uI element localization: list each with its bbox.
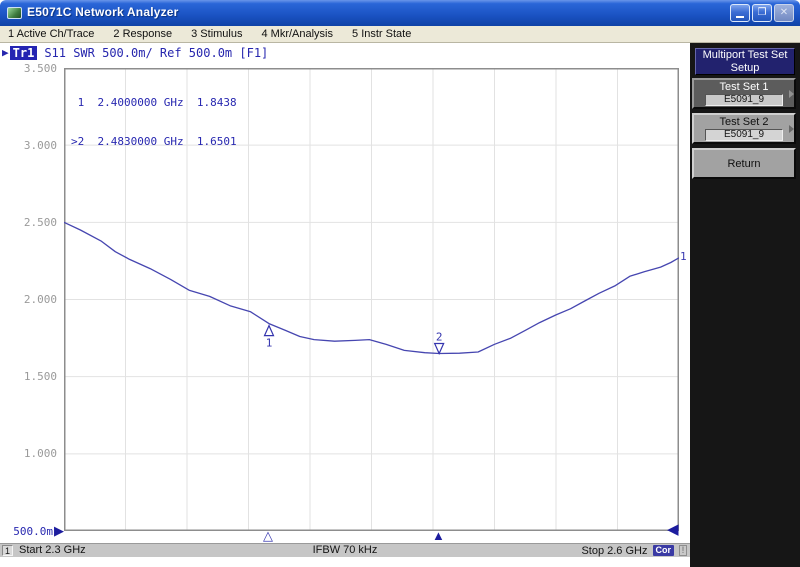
menu-active-ch-trace[interactable]: 1 Active Ch/Trace (8, 28, 95, 40)
y-axis-label: 3.500 (23, 62, 57, 75)
trace-end-number: 1 (680, 250, 687, 263)
softkey-label: Test Set 2 (719, 116, 769, 128)
marker-readout-line-1: 1 2.4000000 GHz 1.8438 (71, 96, 237, 109)
menu-stimulus[interactable]: 3 Stimulus (191, 28, 243, 40)
marker1-stimulus-icon[interactable]: △ (263, 528, 273, 543)
reference-level-label: 500.0m (13, 525, 53, 538)
softkey-test-set-2[interactable]: Test Set 2 E5091_9 (692, 113, 796, 144)
window-controls: ❐ ✕ (730, 4, 794, 22)
status-indicator-box: ! (679, 545, 687, 556)
window-title: E5071C Network Analyzer (27, 5, 179, 19)
start-frequency-label: Start 2.3 GHz (19, 544, 86, 556)
reference-pointer-left-icon: ▶ (54, 523, 64, 538)
marker-number: 1 (266, 337, 273, 350)
trace-format-label: S11 SWR 500.0m/ Ref 500.0m [F1] (44, 45, 269, 60)
softkey-test-set-1[interactable]: Test Set 1 E5091_9 (692, 78, 796, 109)
swr-trace (64, 221, 679, 355)
submenu-arrow-icon (789, 125, 794, 133)
y-axis-label: 3.000 (23, 139, 57, 152)
softkey-label: Test Set 1 (719, 81, 769, 93)
status-bar: 1 Start 2.3 GHz IFBW 70 kHz Stop 2.6 GHz… (0, 543, 690, 557)
marker2-stimulus-icon[interactable]: ▲ (432, 528, 445, 543)
plot-border (64, 68, 679, 531)
marker-readout: 1 2.4000000 GHz 1.8438 >2 2.4830000 GHz … (71, 70, 237, 174)
trace-selector-tr1[interactable]: Tr1 (9, 45, 38, 60)
softkey-value: E5091_9 (705, 94, 783, 106)
submenu-arrow-icon (789, 90, 794, 98)
softkey-value: E5091_9 (705, 129, 783, 141)
softkey-panel-title: Multiport Test Set Setup (695, 48, 795, 75)
minimize-icon (736, 16, 744, 18)
menu-response[interactable]: 2 Response (113, 28, 173, 40)
y-axis-label: 2.500 (23, 216, 57, 229)
correction-status-badge: Cor (652, 545, 674, 556)
reference-pointer-right-icon: ◀ (667, 521, 679, 538)
softkey-panel: Multiport Test Set Setup Test Set 1 E509… (690, 43, 800, 567)
menu-instr-state[interactable]: 5 Instr State (352, 28, 412, 40)
app-icon (7, 7, 22, 19)
y-axis-label: 1.000 (23, 447, 57, 460)
status-right-group: Stop 2.6 GHz Cor ! (581, 544, 687, 557)
restore-button[interactable]: ❐ (752, 4, 772, 22)
marker-triangle-active (433, 342, 445, 355)
stop-frequency-label: Stop 2.6 GHz (581, 544, 648, 557)
ifbw-label: IFBW 70 kHz (312, 544, 378, 556)
marker-readout-line-2: >2 2.4830000 GHz 1.6501 (71, 135, 237, 148)
menu-bar: 1 Active Ch/Trace 2 Response 3 Stimulus … (0, 26, 800, 43)
menu-mkr-analysis[interactable]: 4 Mkr/Analysis (261, 28, 334, 40)
close-button[interactable]: ✕ (774, 4, 794, 22)
trace-info-bar: ▶ Tr1 S11 SWR 500.0m/ Ref 500.0m [F1] (2, 45, 268, 60)
y-axis-label: 2.000 (23, 293, 57, 306)
y-axis-label: 1.500 (23, 370, 57, 383)
channel-number-box: 1 (2, 545, 13, 556)
minimize-button[interactable] (730, 4, 750, 22)
title-bar: E5071C Network Analyzer ❐ ✕ (0, 0, 800, 26)
marker-number: 2 (436, 331, 443, 344)
softkey-return[interactable]: Return (692, 148, 796, 179)
active-trace-pointer-icon: ▶ (2, 46, 9, 59)
marker-triangle (263, 324, 275, 337)
